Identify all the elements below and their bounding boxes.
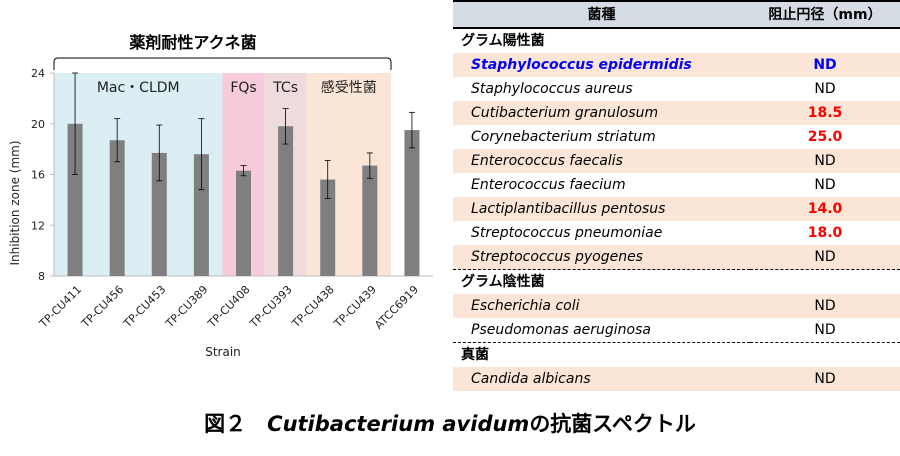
table-group-row: グラム陰性菌 <box>453 269 900 294</box>
caption-prefix: 図２ <box>204 412 247 436</box>
bar-TP-CU389 <box>193 154 209 276</box>
table-row: Lactiplantibacillus pentosus 14.0 <box>453 197 900 221</box>
bar-ATCC6919 <box>404 130 420 276</box>
header-organism: 菌種 <box>453 0 750 29</box>
x-tick-label: TP-CU389 <box>163 283 211 331</box>
organism-name: Staphylococcus epidermidis <box>453 53 750 77</box>
y-tick-label: 20 <box>31 118 45 131</box>
y-tick-label: 24 <box>31 67 45 80</box>
x-tick-label: TP-CU456 <box>78 283 126 331</box>
y-tick-label: 16 <box>31 169 45 182</box>
organism-name: Pseudomonas aeruginosa <box>471 322 651 338</box>
y-tick-label: 12 <box>31 219 45 232</box>
organism-name: Streptococcus pneumoniae <box>471 225 663 241</box>
table-row: Candida albicans ND <box>453 367 900 391</box>
organism-name: Streptococcus pyogenes <box>453 245 750 270</box>
bar-TP-CU411 <box>67 123 83 276</box>
header-inhibition-diameter: 阻止円径（mm） <box>750 0 900 29</box>
group-label: 真菌 <box>453 342 900 367</box>
inhibition-value: 18.0 <box>807 225 843 241</box>
bar-TP-CU453 <box>151 152 167 276</box>
table-row: Streptococcus pyogenes ND <box>453 245 900 270</box>
table-row: Streptococcus pneumoniae 18.0 <box>453 221 900 245</box>
organism-name: Lactiplantibacillus pentosus <box>453 197 750 221</box>
table-row: Staphylococcus aureus ND <box>453 77 900 101</box>
inhibition-value: 25.0 <box>807 129 843 145</box>
y-tick-label: 8 <box>38 270 45 283</box>
inhibition-value: ND <box>750 149 900 173</box>
group-band-label: 感受性菌 <box>321 79 377 96</box>
organism-name: Cutibacterium granulosum <box>453 101 750 125</box>
table-row: Staphylococcus epidermidis ND <box>453 53 900 77</box>
x-tick-label: TP-CU439 <box>331 283 379 331</box>
resistant-group-title: 薬剤耐性アクネ菌 <box>128 33 256 52</box>
organism-name: Staphylococcus aureus <box>471 81 633 97</box>
inhibition-value: ND <box>814 322 836 338</box>
table-group-row: グラム陽性菌 <box>453 28 900 53</box>
inhibition-value: ND <box>750 53 900 77</box>
table-header-row: 菌種 阻止円径（mm） <box>453 0 900 29</box>
table-group-row: 真菌 <box>453 342 900 367</box>
table-row: Cutibacterium granulosum 18.5 <box>453 101 900 125</box>
x-tick-label: TP-CU411 <box>36 283 84 331</box>
organism-name: Escherichia coli <box>453 294 750 318</box>
table-row: Enterococcus faecium ND <box>453 173 900 197</box>
table-row: Pseudomonas aeruginosa ND <box>453 318 900 343</box>
table-row: Corynebacterium striatum 25.0 <box>453 125 900 149</box>
antibacterial-spectrum-table: 菌種 阻止円径（mm） グラム陽性菌 Staphylococcus epiderm… <box>453 0 900 391</box>
figure-caption: 図２ Cutibacterium avidumの抗菌スペクトル <box>0 408 900 438</box>
inhibition-value: ND <box>750 245 900 270</box>
bar-TP-CU408 <box>236 170 251 276</box>
x-tick-label: ATCC6919 <box>372 283 421 332</box>
group-band-3 <box>306 73 391 276</box>
inhibition-value: 18.5 <box>750 101 900 125</box>
group-label: グラム陰性菌 <box>453 269 900 294</box>
table-row: Enterococcus faecalis ND <box>453 149 900 173</box>
x-tick-label: TP-CU438 <box>289 283 337 331</box>
organism-name: Corynebacterium striatum <box>471 129 656 145</box>
group-band-label: FQs <box>230 80 256 96</box>
group-label: グラム陽性菌 <box>461 33 545 49</box>
bar-TP-CU439 <box>362 165 378 276</box>
caption-suffix: の抗菌スペクトル <box>529 412 696 436</box>
inhibition-value: ND <box>814 177 836 193</box>
x-tick-label: TP-CU453 <box>120 283 168 331</box>
table-row: Escherichia coli ND <box>453 294 900 318</box>
group-band-label: Mac・CLDM <box>97 80 180 96</box>
bar-TP-CU438 <box>320 179 336 276</box>
organism-name: Candida albicans <box>453 367 750 391</box>
bar-TP-CU456 <box>109 140 125 276</box>
inhibition-value: ND <box>750 367 900 391</box>
bar-TP-CU393 <box>278 126 294 276</box>
organism-name: Enterococcus faecium <box>471 177 626 193</box>
organism-name: Enterococcus faecalis <box>453 149 750 173</box>
inhibition-value: ND <box>814 81 836 97</box>
group-band-label: TCs <box>272 80 298 96</box>
x-tick-label: TP-CU408 <box>205 283 253 331</box>
inhibition-value: ND <box>750 294 900 318</box>
group-bracket <box>53 57 392 70</box>
inhibition-value: 14.0 <box>750 197 900 221</box>
x-axis-title: Strain <box>205 345 241 359</box>
y-axis-title: Inhibition zone (mm) <box>8 140 22 265</box>
caption-species: Cutibacterium avidum <box>267 412 530 436</box>
x-tick-label: TP-CU393 <box>247 283 295 331</box>
